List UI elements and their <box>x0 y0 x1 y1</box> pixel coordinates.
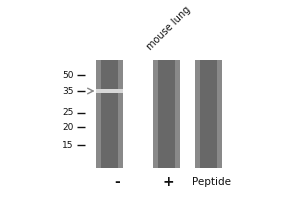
Text: +: + <box>162 175 174 189</box>
Bar <box>118 60 123 168</box>
Bar <box>96 60 101 168</box>
Bar <box>195 60 200 168</box>
Bar <box>217 60 222 168</box>
Text: 25: 25 <box>62 108 74 117</box>
Bar <box>153 60 180 168</box>
Bar <box>153 60 158 168</box>
Text: Peptide: Peptide <box>192 177 231 187</box>
Bar <box>195 60 222 168</box>
Text: 15: 15 <box>62 140 74 150</box>
Text: -: - <box>114 175 120 189</box>
Text: mouse lung: mouse lung <box>144 4 192 52</box>
Text: 20: 20 <box>62 122 74 132</box>
Bar <box>175 60 180 168</box>
Bar <box>96 60 123 168</box>
Bar <box>96 89 123 93</box>
Text: 50: 50 <box>62 71 74 79</box>
Text: 35: 35 <box>62 86 74 96</box>
